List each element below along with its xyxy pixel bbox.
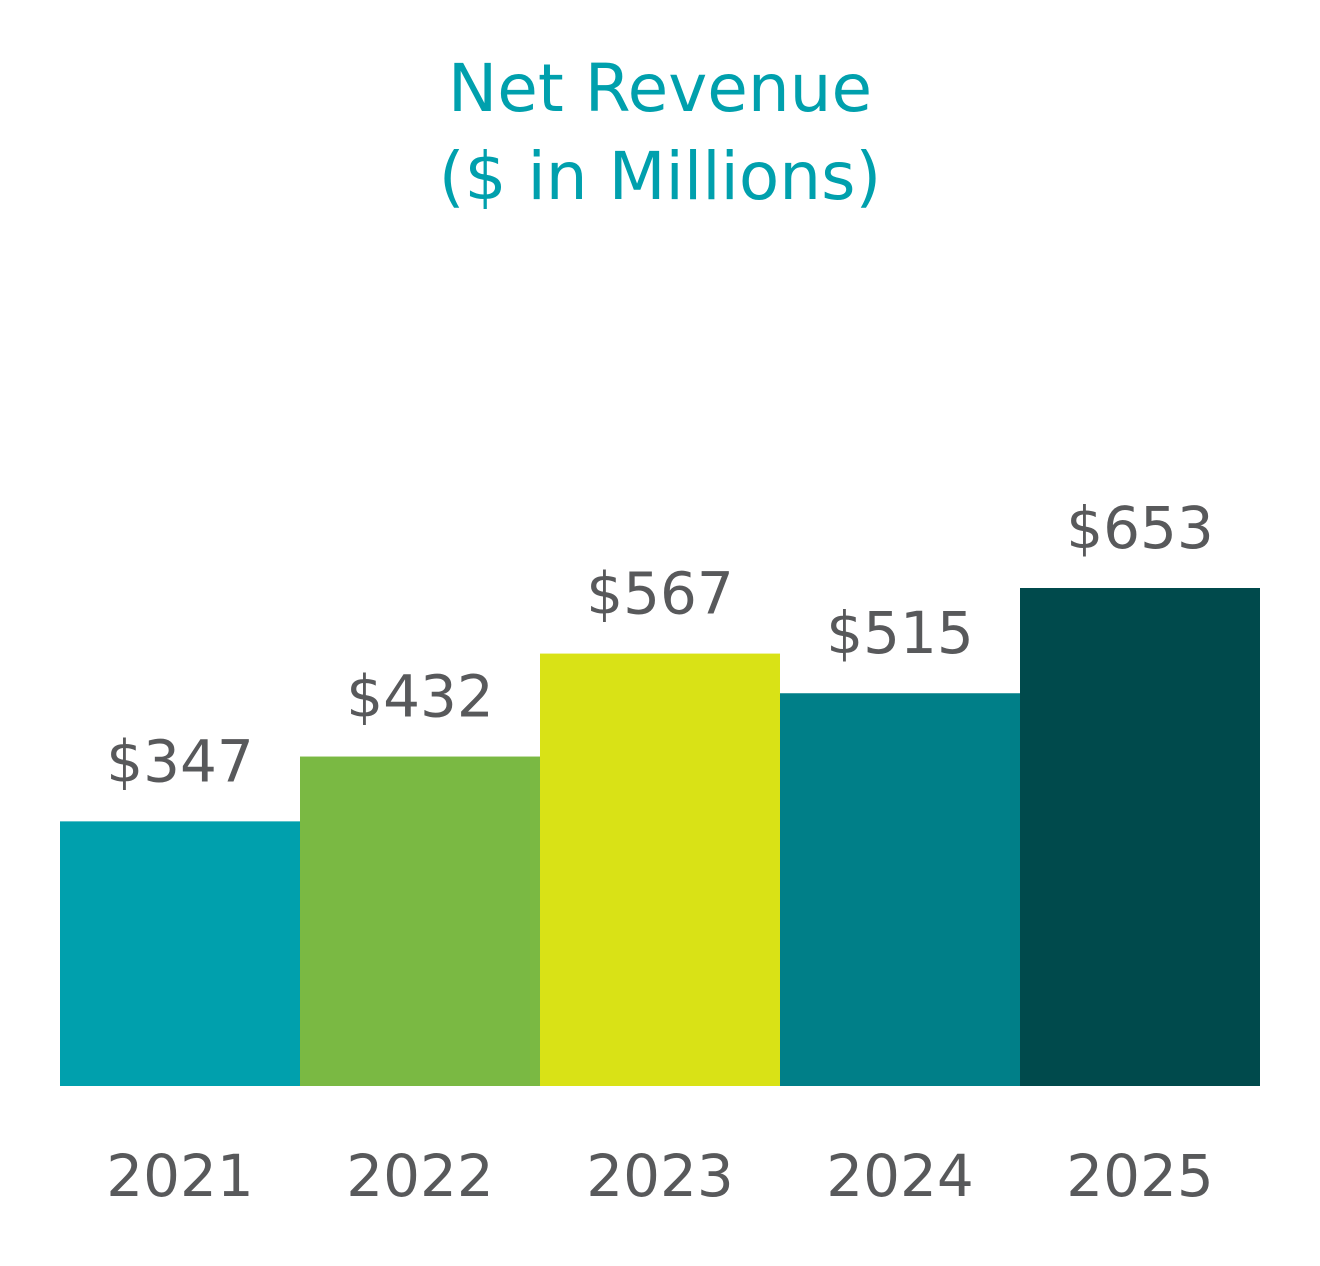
x-tick-label-group: 2021 2022 2023 2024 2025	[106, 1142, 1214, 1210]
x-tick-label-2023: 2023	[586, 1142, 734, 1210]
bar-2022	[300, 756, 540, 1086]
value-label-2023: $567	[586, 560, 734, 628]
value-label-group: $347 $432 $567 $515 $653	[106, 494, 1214, 795]
x-tick-label-2024: 2024	[826, 1142, 974, 1210]
bar-2021	[60, 821, 300, 1086]
x-tick-label-2025: 2025	[1066, 1142, 1214, 1210]
bar-group	[60, 588, 1260, 1086]
chart-title: Net Revenue	[448, 50, 872, 127]
value-label-2024: $515	[826, 599, 974, 667]
value-label-2025: $653	[1066, 494, 1214, 562]
value-label-2021: $347	[106, 727, 254, 795]
value-label-2022: $432	[346, 663, 494, 731]
bar-2023	[540, 653, 780, 1086]
x-tick-label-2021: 2021	[106, 1142, 254, 1210]
x-tick-label-2022: 2022	[346, 1142, 494, 1210]
bar-2024	[780, 693, 1020, 1086]
chart-subtitle: ($ in Millions)	[439, 138, 882, 215]
bar-2025	[1020, 588, 1260, 1086]
